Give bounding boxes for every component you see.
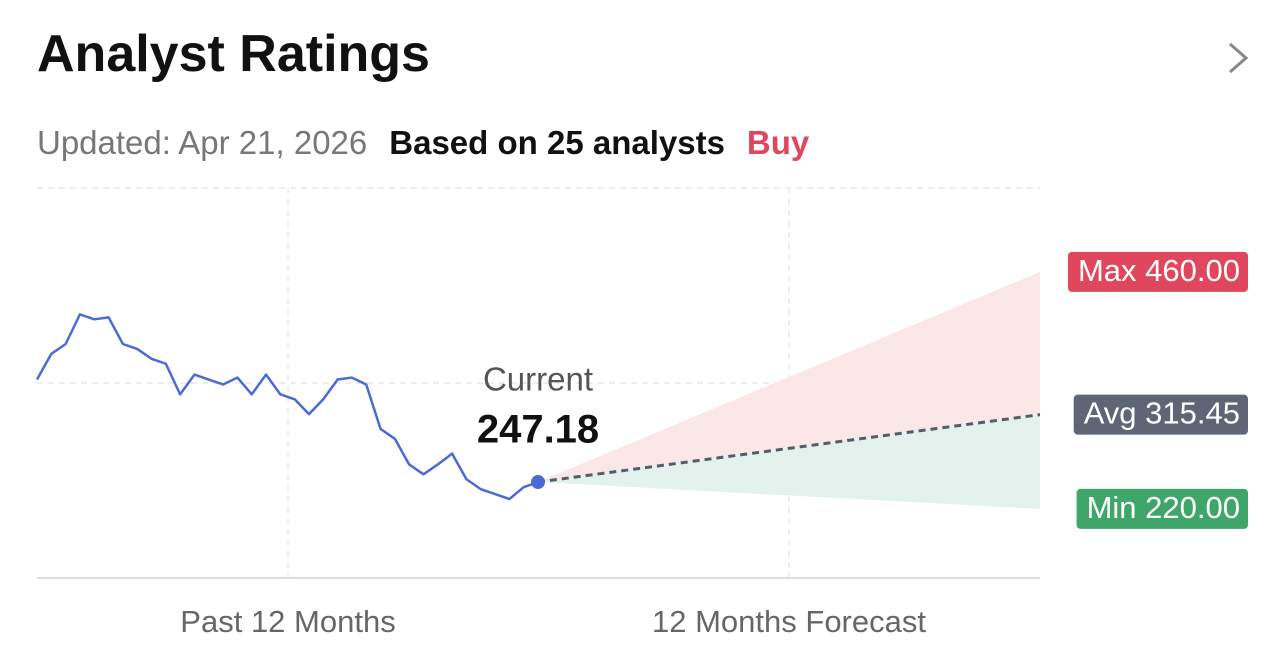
- badge-text: Avg 315.45: [1084, 396, 1240, 431]
- current-dot: [531, 475, 545, 490]
- basis: Based on 25 analysts: [389, 124, 725, 161]
- current-label: Current: [483, 361, 593, 398]
- updated: Updated: Apr 21, 2026: [37, 124, 368, 161]
- badge-value: 460.00: [1145, 253, 1240, 288]
- rating: Buy: [746, 124, 810, 161]
- chevron[interactable]: [1222, 40, 1252, 76]
- badge-value: 315.45: [1145, 396, 1240, 431]
- x-label: Past 12 Months: [180, 604, 395, 639]
- current-value: 247.18: [477, 408, 599, 452]
- badge-name: Max: [1078, 253, 1137, 288]
- forecast-avg-line: [537, 413, 1041, 484]
- badge-bg: [1067, 251, 1248, 292]
- price-line: [35, 313, 539, 501]
- badge-bg: [1073, 394, 1248, 435]
- badge: Min 220.00: [1076, 488, 1248, 529]
- badge-bg: [1076, 488, 1248, 529]
- subtitle: Updated: Apr 21, 2026 Based on 25 analys…: [37, 124, 809, 162]
- badge: Max 460.00: [1067, 251, 1248, 292]
- x-label: 12 Months Forecast: [652, 604, 926, 639]
- forecast-upper-area: [538, 271, 1040, 483]
- badge-name: Min: [1087, 490, 1137, 525]
- badge-text: Min 220.00: [1087, 490, 1240, 525]
- badge-value: 220.00: [1145, 490, 1240, 525]
- title: Analyst Ratings: [37, 25, 430, 83]
- badge: Avg 315.45: [1073, 394, 1248, 435]
- forecast-lower-area: [538, 414, 1040, 509]
- badge-name: Avg: [1084, 396, 1137, 431]
- badge-text: Max 460.00: [1078, 253, 1240, 288]
